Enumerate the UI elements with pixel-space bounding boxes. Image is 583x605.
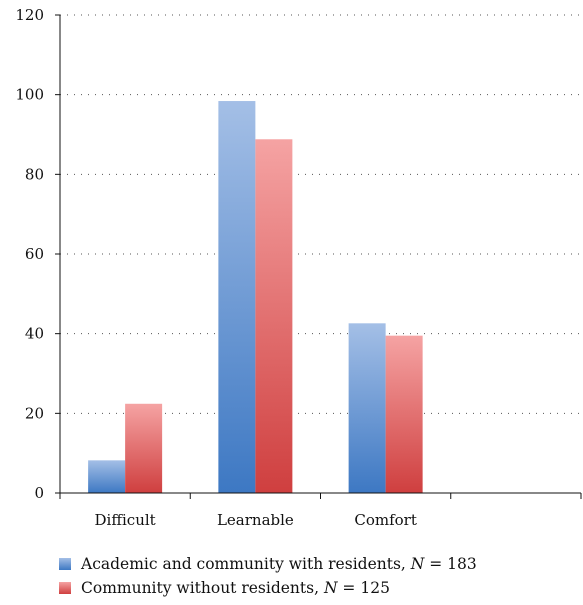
bar-series-0-learnable — [218, 101, 256, 493]
bar-series-0-comfort — [348, 323, 386, 493]
y-tick-label: 100 — [15, 86, 44, 104]
y-tick-label: 120 — [15, 6, 44, 24]
bars — [88, 101, 423, 493]
legend-item-series-0: Academic and community with residents, N… — [59, 552, 477, 576]
legend-label-series-0: Academic and community with residents, N… — [81, 555, 477, 573]
bar-series-1-learnable — [255, 139, 293, 493]
y-tick-label: 40 — [25, 325, 44, 343]
legend-label-series-1: Community without residents, N = 125 — [81, 579, 390, 597]
y-tick-label: 0 — [34, 484, 44, 502]
legend-swatch-series-0 — [59, 558, 71, 570]
legend-swatch-series-1 — [59, 582, 71, 594]
y-tick-label: 60 — [25, 245, 44, 263]
x-tick-label: Difficult — [95, 511, 156, 529]
bar-series-0-difficult — [88, 460, 126, 493]
bar-series-1-difficult — [125, 403, 163, 493]
legend-item-series-1: Community without residents, N = 125 — [59, 576, 477, 600]
bar-series-1-comfort — [385, 335, 423, 493]
y-tick-label: 20 — [25, 404, 44, 422]
x-tick-label: Learnable — [217, 511, 294, 529]
axis-labels: 0 20 40 60 80 100 120 Difficult Learnable Comfort — [15, 6, 417, 529]
gridlines — [60, 14, 581, 414]
legend: Academic and community with residents, N… — [59, 552, 477, 600]
x-tick-label: Comfort — [354, 511, 417, 529]
y-tick-label: 80 — [25, 165, 44, 183]
axes — [55, 14, 582, 499]
